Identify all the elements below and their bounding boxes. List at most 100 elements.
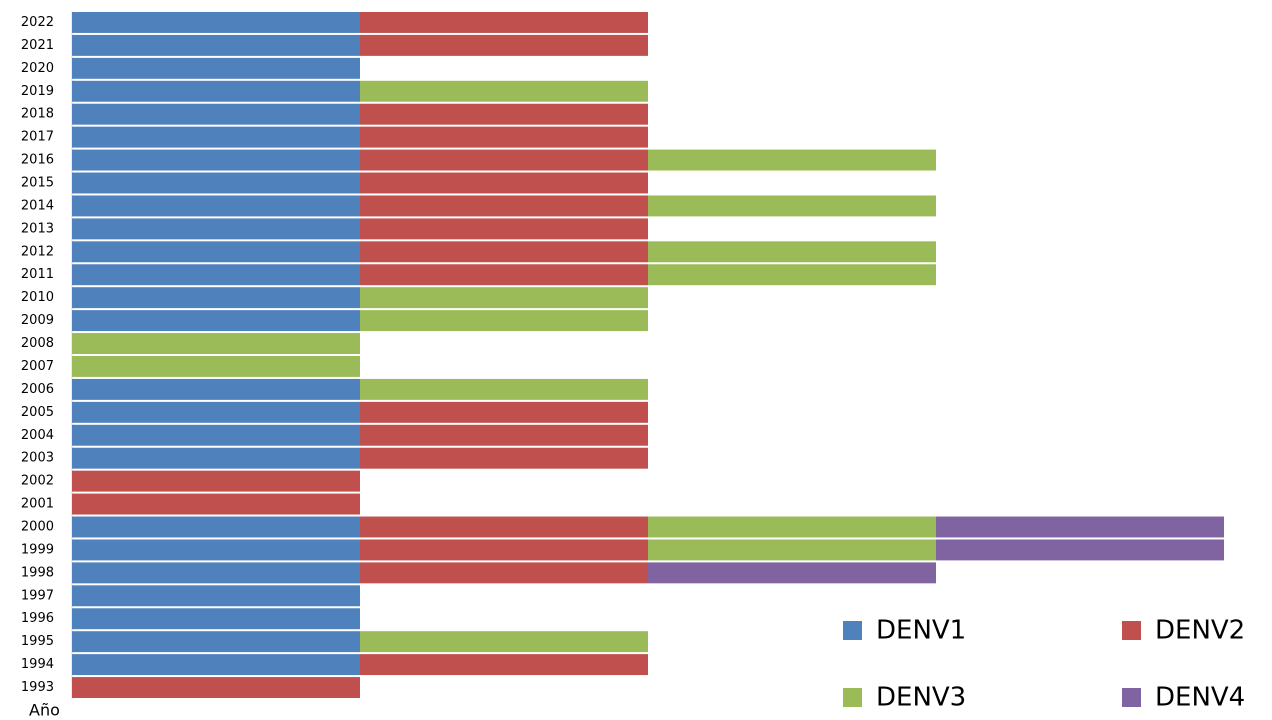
y-tick-label: 1998 bbox=[21, 565, 54, 580]
bar-segment bbox=[72, 447, 360, 469]
y-tick-label: 2021 bbox=[21, 38, 54, 53]
bar-segment bbox=[360, 539, 648, 561]
bar-segment bbox=[360, 378, 648, 400]
y-tick-label: 2016 bbox=[21, 153, 54, 168]
y-tick-label: 2015 bbox=[21, 176, 54, 191]
bar-segment bbox=[72, 562, 360, 584]
bar-segment bbox=[360, 631, 648, 653]
bar-segment bbox=[72, 80, 360, 102]
bar-segment bbox=[72, 57, 360, 79]
bar-segment bbox=[360, 516, 648, 538]
y-tick-label: 2017 bbox=[21, 130, 54, 145]
bar-segment bbox=[72, 12, 360, 33]
y-tick-label: 2020 bbox=[21, 61, 54, 76]
y-tick-label: 1996 bbox=[21, 611, 54, 626]
bar-segment bbox=[72, 401, 360, 423]
bar-segment bbox=[360, 310, 648, 332]
bar-segment bbox=[360, 126, 648, 148]
bar-segment bbox=[360, 103, 648, 125]
legend-swatch bbox=[843, 688, 862, 707]
bar-segment bbox=[72, 103, 360, 125]
bar-segment bbox=[72, 34, 360, 56]
bar-segment bbox=[936, 516, 1224, 538]
y-tick-label: 2003 bbox=[21, 451, 54, 466]
y-tick-label: 2007 bbox=[21, 359, 54, 374]
y-tick-label: 1995 bbox=[21, 634, 54, 649]
bar-segment bbox=[360, 287, 648, 309]
y-tick-label: 2012 bbox=[21, 244, 54, 259]
bar-segment bbox=[360, 447, 648, 469]
y-tick-label: 2019 bbox=[21, 84, 54, 99]
bar-segment bbox=[360, 264, 648, 286]
bar-segment bbox=[72, 493, 360, 515]
bar-segment bbox=[648, 516, 936, 538]
bar-segment bbox=[648, 539, 936, 561]
bar-segment bbox=[360, 654, 648, 676]
y-tick-label: 1993 bbox=[21, 680, 54, 695]
y-axis-label: Año bbox=[29, 701, 60, 720]
bar-segment bbox=[360, 195, 648, 217]
y-tick-label: 2005 bbox=[21, 405, 54, 420]
bar-segment bbox=[72, 356, 360, 377]
legend-label: DENV4 bbox=[1155, 683, 1245, 713]
y-tick-label: 2006 bbox=[21, 382, 54, 397]
bar-segment bbox=[648, 149, 936, 171]
bar-segment bbox=[360, 12, 648, 33]
legend-label: DENV2 bbox=[1155, 616, 1245, 646]
y-tick-label: 1997 bbox=[21, 588, 54, 603]
bar-segment bbox=[72, 218, 360, 240]
bar-segment bbox=[72, 310, 360, 332]
bar-segment bbox=[360, 424, 648, 446]
y-tick-label: 2004 bbox=[21, 428, 54, 443]
bar-segment bbox=[936, 539, 1224, 561]
y-tick-label: 2011 bbox=[21, 267, 54, 282]
y-tick-label: 2000 bbox=[21, 520, 54, 535]
bar-segment bbox=[360, 241, 648, 263]
bar-segment bbox=[72, 516, 360, 538]
bar-segment bbox=[360, 218, 648, 240]
bar-segment bbox=[360, 172, 648, 194]
bar-segment bbox=[72, 585, 360, 607]
bar-segment bbox=[72, 654, 360, 676]
bar-segment bbox=[72, 608, 360, 630]
bar-segment bbox=[360, 149, 648, 171]
bar-segment bbox=[72, 631, 360, 653]
bar-segment bbox=[72, 333, 360, 354]
bar-segment bbox=[72, 677, 360, 698]
y-tick-label: 2008 bbox=[21, 336, 54, 351]
bar-segment bbox=[648, 195, 936, 217]
y-tick-label: 1999 bbox=[21, 542, 54, 557]
bar-segment bbox=[72, 378, 360, 400]
legend-label: DENV3 bbox=[876, 683, 966, 713]
bar-segment bbox=[72, 195, 360, 217]
legend-swatch bbox=[1122, 688, 1141, 707]
y-tick-label: 2002 bbox=[21, 474, 54, 489]
y-tick-label: 2018 bbox=[21, 107, 54, 122]
bar-segment bbox=[72, 539, 360, 561]
bar-segment bbox=[72, 424, 360, 446]
bar-segment bbox=[72, 241, 360, 263]
bar-segment bbox=[72, 149, 360, 171]
bar-segment bbox=[360, 401, 648, 423]
bar-segment bbox=[360, 562, 648, 584]
y-tick-label: 2010 bbox=[21, 290, 54, 305]
bar-segment bbox=[360, 34, 648, 56]
bar-segment bbox=[360, 80, 648, 102]
y-tick-label: 2013 bbox=[21, 221, 54, 236]
bar-segment bbox=[648, 264, 936, 286]
y-tick-label: 1994 bbox=[21, 657, 54, 672]
legend-label: DENV1 bbox=[876, 616, 966, 646]
y-tick-label: 2009 bbox=[21, 313, 54, 328]
bar-segment bbox=[648, 241, 936, 263]
bar-segment bbox=[72, 126, 360, 148]
bar-segment bbox=[72, 287, 360, 309]
y-tick-label: 2001 bbox=[21, 497, 54, 512]
y-tick-label: 2022 bbox=[21, 15, 54, 30]
legend-swatch bbox=[1122, 621, 1141, 640]
bar-segment bbox=[72, 470, 360, 492]
legend-swatch bbox=[843, 621, 862, 640]
y-tick-label: 2014 bbox=[21, 198, 54, 213]
bar-segment bbox=[72, 172, 360, 194]
bar-segment bbox=[72, 264, 360, 286]
